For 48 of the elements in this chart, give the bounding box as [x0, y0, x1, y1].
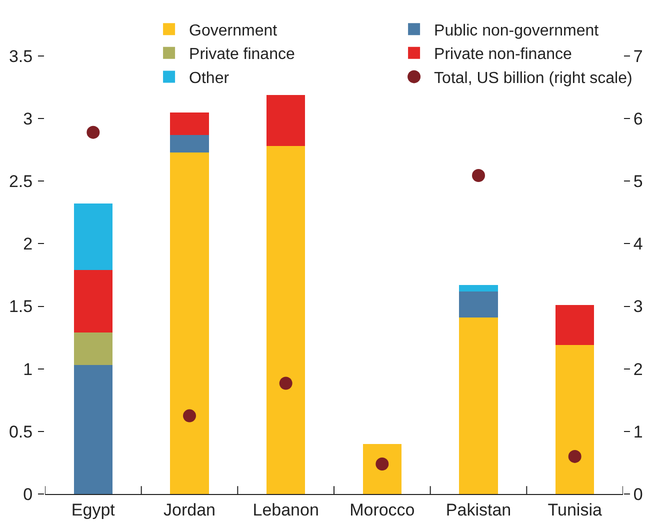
bar	[362, 444, 402, 494]
x-tick-label: Pakistan	[446, 500, 512, 520]
bar	[459, 285, 498, 292]
bar	[74, 365, 112, 494]
bar	[170, 152, 209, 494]
point	[568, 450, 582, 463]
bar	[266, 94, 306, 146]
legend-label: Private finance	[189, 46, 295, 64]
y2-tick-label: 7	[633, 46, 643, 66]
y2-tick-label: 4	[633, 234, 643, 254]
point	[279, 376, 292, 390]
y-tick-label: 1	[23, 360, 33, 379]
y-tick-label: 3	[23, 110, 33, 129]
y-tick-label: 0.5	[8, 422, 33, 442]
point	[472, 169, 485, 182]
legend-label: Government	[189, 22, 278, 40]
y2-tick-label: 5	[633, 172, 643, 192]
legend-label: Private non-finance	[434, 46, 572, 64]
x-tick-label: Jordan	[164, 500, 216, 520]
y-tick-label: 0	[23, 484, 33, 504]
legend-label: Other	[189, 70, 230, 87]
y-tick-label: 1.5	[8, 297, 33, 316]
y2-tick-label: 6	[633, 110, 643, 129]
y2-tick-label: 2	[633, 360, 643, 379]
x-tick-label: Lebanon	[252, 500, 319, 520]
bar	[459, 318, 498, 494]
bar	[74, 204, 112, 270]
bar	[459, 291, 498, 318]
bar	[74, 270, 112, 333]
x-tick-label: Morocco	[350, 500, 415, 520]
y2-tick-label: 1	[633, 422, 643, 442]
point	[183, 409, 196, 422]
y-tick-label: 3.5	[8, 46, 33, 66]
point	[86, 126, 100, 139]
bar	[170, 134, 209, 152]
legend-label: Total, US billion (right scale)	[434, 70, 632, 87]
y-tick-label: 2.5	[8, 172, 33, 192]
bar	[170, 112, 209, 135]
bar	[556, 305, 594, 346]
y2-tick-label: 3	[633, 297, 643, 316]
y-tick-label: 2	[23, 234, 33, 254]
bar	[266, 146, 306, 494]
legend-label: Public non-government	[434, 22, 600, 40]
y2-tick-label: 0	[633, 484, 643, 504]
bar	[74, 332, 112, 366]
x-tick-label: Tunisia	[548, 500, 602, 520]
bar	[556, 345, 594, 494]
x-tick-label: Egypt	[71, 500, 116, 520]
